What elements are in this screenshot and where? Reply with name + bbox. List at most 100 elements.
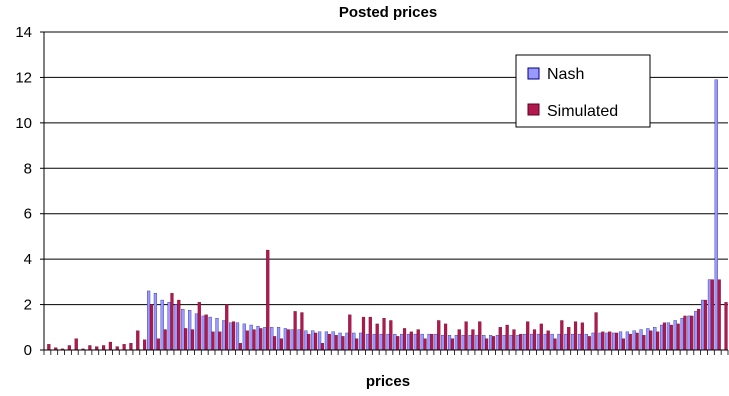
bar-simulated (614, 332, 619, 351)
bar-simulated (450, 338, 455, 351)
bar-simulated (177, 299, 181, 351)
bar-nash (174, 304, 178, 351)
bar-nash (598, 332, 602, 351)
bar-simulated (526, 321, 530, 351)
bar-nash (557, 333, 561, 351)
bar-nash (345, 332, 349, 351)
bar-simulated (238, 343, 242, 351)
axes (43, 32, 729, 355)
bar-nash (625, 331, 629, 351)
bar-simulated (594, 312, 598, 351)
bar-simulated (532, 329, 537, 351)
bar-simulated (143, 339, 147, 351)
bar-simulated (108, 341, 113, 351)
bar-simulated (724, 302, 728, 351)
bar-simulated (47, 344, 51, 351)
bar-nash (283, 328, 287, 351)
bar-simulated (293, 311, 297, 351)
bar-nash (222, 320, 226, 351)
bar-nash (181, 308, 185, 351)
bar-simulated (546, 330, 550, 351)
bar-nash (653, 327, 657, 351)
bar-nash (153, 293, 158, 351)
bar-simulated (553, 338, 557, 351)
y-tick-label: 12 (15, 69, 32, 86)
bar-simulated (656, 331, 660, 351)
bar-simulated (423, 338, 427, 351)
bar-simulated (320, 343, 325, 351)
y-axis-tick-labels: 0 2 4 6 8 10 12 14 (15, 24, 32, 359)
bar-nash (359, 332, 363, 351)
bar-nash (577, 333, 582, 351)
bar-simulated (628, 333, 632, 351)
bar-nash (509, 335, 513, 351)
bar-nash (256, 325, 260, 351)
bar-simulated (259, 328, 263, 351)
bar-nash (482, 335, 486, 351)
bar-simulated (519, 333, 523, 351)
bar-nash (543, 333, 547, 351)
y-tick-label: 6 (24, 206, 32, 223)
bar-simulated (74, 338, 78, 351)
x-axis-label: prices (366, 373, 410, 390)
bar-simulated (471, 329, 475, 351)
bar-simulated (245, 330, 249, 351)
bar-nash (146, 290, 151, 351)
bar-nash (160, 299, 164, 351)
bar-simulated (382, 318, 386, 351)
bar-nash (660, 324, 664, 351)
bar-nash (304, 330, 308, 351)
bar-nash (680, 318, 684, 351)
bar-simulated (430, 333, 434, 351)
bar-simulated (505, 324, 509, 351)
bar-nash (229, 322, 233, 351)
bar-nash (290, 329, 294, 351)
bar-simulated (567, 327, 571, 351)
bar-simulated (272, 336, 277, 351)
bar-simulated (512, 329, 516, 351)
chart-title: Posted prices (339, 4, 437, 21)
bar-simulated (225, 304, 229, 351)
bar-simulated (231, 321, 236, 351)
bar-simulated (443, 323, 448, 351)
bar-simulated (307, 333, 311, 351)
bar-simulated (88, 345, 92, 351)
bar-nash (516, 335, 520, 351)
bar-nash (372, 333, 376, 351)
bar-simulated (573, 321, 578, 351)
bar-nash (707, 279, 712, 351)
bar-simulated (136, 330, 140, 351)
bar-simulated (485, 338, 489, 351)
bar-simulated (334, 335, 338, 351)
bar-nash (379, 333, 383, 351)
bar-simulated (122, 344, 126, 351)
bar-nash (488, 335, 493, 351)
bar-nash (523, 333, 527, 351)
bar-nash (311, 330, 315, 351)
bar-nash (242, 323, 246, 351)
bar-nash (447, 335, 452, 351)
bar-simulated (662, 322, 667, 351)
bar-simulated (129, 343, 133, 351)
bar-nash (571, 333, 575, 351)
bar-nash (338, 332, 342, 351)
bar-simulated (327, 333, 331, 351)
bar-simulated (101, 345, 106, 351)
bar-simulated (649, 330, 653, 351)
bar-simulated (703, 299, 708, 351)
bar-nash (215, 318, 219, 351)
bar-simulated (464, 321, 468, 351)
legend-label-simulated: Simulated (547, 103, 618, 120)
bar-simulated (95, 346, 99, 351)
bar-simulated (669, 324, 673, 351)
bar-simulated (252, 329, 256, 351)
bar-nash (434, 333, 438, 351)
bar-nash (386, 333, 390, 351)
bar-simulated (402, 328, 407, 351)
bar-simulated (587, 336, 591, 351)
bar-simulated (416, 329, 420, 351)
legend-swatch-simulated (527, 103, 540, 116)
y-tick-label: 4 (24, 251, 32, 268)
legend-label-nash: Nash (547, 66, 584, 83)
